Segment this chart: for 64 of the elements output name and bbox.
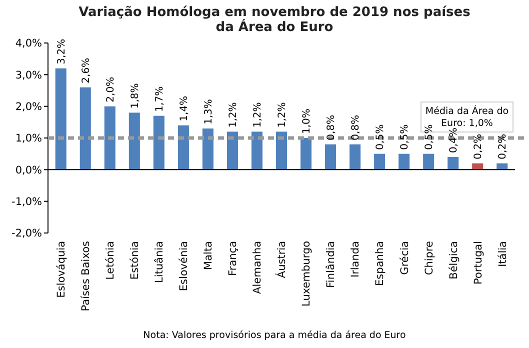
bar [423, 154, 434, 170]
bar [374, 154, 386, 170]
bar [202, 128, 214, 170]
data-label: 1,0% [302, 108, 313, 134]
x-tick-label: Irlanda [350, 241, 362, 278]
data-label: 2,0% [105, 76, 116, 102]
y-tick-label: 3,0% [15, 69, 42, 82]
data-label: 0,4% [448, 128, 460, 153]
text: Nota: Valores provisórios para a média da área do Euro [143, 330, 406, 341]
data-label: 0,8% [326, 114, 338, 140]
bar [226, 132, 238, 170]
bar [276, 132, 288, 170]
data-label: 0,2% [473, 134, 484, 160]
x-tick-label: Eslováquia [56, 241, 68, 298]
x-tick-label: Espanha [374, 241, 386, 286]
bar [251, 132, 262, 170]
bar [300, 138, 312, 170]
x-tick-label: Bélgica [448, 241, 460, 280]
data-label: 1,4% [178, 96, 190, 122]
x-tick-label: França [227, 241, 240, 276]
y-tick-label: 4,0% [15, 38, 42, 50]
chart-title: Variação Homóloga em novembro de 2019 nos países da Área do Euro [78, 5, 471, 35]
data-label: 0,2% [498, 134, 509, 160]
x-tick-label: Letónia [104, 241, 117, 280]
data-label: 1,2% [228, 102, 239, 128]
x-tick-label: Finlândia [325, 241, 338, 288]
data-label: 1,7% [154, 86, 166, 112]
data-label: 1,3% [203, 99, 214, 124]
data-label: 0,5% [375, 124, 386, 150]
x-tick-label: Grécia [398, 241, 411, 275]
bar [55, 68, 66, 170]
y-tick-label: -1,0% [12, 196, 42, 208]
data-label: 0,8% [350, 114, 362, 140]
x-tick-label: Estónia [129, 241, 142, 280]
x-tick-label: Itália [496, 241, 509, 267]
bar [128, 112, 140, 170]
x-tick-label: Portugal [472, 241, 484, 284]
data-label: 2,6% [80, 58, 92, 84]
x-tick-label: Países Baixos [80, 241, 92, 312]
bar [448, 157, 459, 170]
y-tick-label: 2,0% [15, 101, 42, 114]
bar [350, 144, 361, 170]
data-label: 0,5% [424, 124, 436, 150]
data-label: 1,2% [252, 102, 264, 128]
bar [104, 106, 116, 170]
data-label: 3,2% [56, 38, 68, 64]
x-tick-label: Luxemburgo [300, 241, 313, 306]
x-tick-label: Áustria [275, 241, 288, 278]
y-tick-label: 1,0% [15, 132, 42, 145]
bar [178, 125, 189, 170]
x-tick-label: Alemanha [252, 241, 264, 294]
data-label: 1,8% [130, 83, 141, 109]
y-tick-label: -2,0% [12, 228, 42, 240]
x-tick-label: Lituânia [154, 241, 166, 283]
bar [153, 116, 164, 170]
bar [398, 154, 410, 170]
data-label: 1,2% [277, 102, 288, 128]
bar [325, 144, 336, 170]
x-tick-label: Malta [202, 241, 215, 270]
x-tick-label: Chipre [423, 241, 436, 276]
y-tick-label: 0,0% [15, 164, 42, 176]
data-label: 0,5% [400, 124, 411, 150]
bar [80, 87, 91, 170]
x-tick-label: Eslovénia [178, 241, 190, 292]
